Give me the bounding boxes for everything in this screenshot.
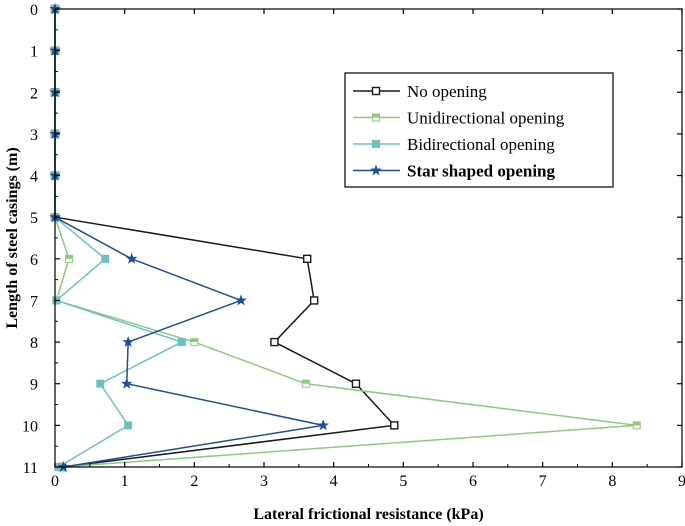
data-point-unidirectional-opening-6-fill bbox=[65, 255, 73, 259]
x-tick-label-1: 1 bbox=[121, 473, 129, 490]
legend-marker-bidirectional-opening bbox=[372, 140, 380, 148]
data-point-unidirectional-opening-8-fill bbox=[190, 338, 198, 343]
y-tick-label-7: 7 bbox=[30, 293, 38, 310]
y-tick-label-8: 8 bbox=[30, 335, 38, 352]
y-tick-label-6: 6 bbox=[30, 252, 38, 269]
y-tick-label-2: 2 bbox=[30, 85, 38, 102]
x-tick-label-6: 6 bbox=[469, 473, 477, 490]
legend-box bbox=[344, 72, 614, 188]
legend-marker-unidirectional-opening-fill bbox=[372, 114, 380, 118]
x-tick-label-4: 4 bbox=[330, 473, 338, 490]
series-line-bidirectional-opening bbox=[54, 9, 183, 468]
data-point-star-shaped-opening-6 bbox=[125, 252, 138, 264]
data-point-no-opening-9 bbox=[351, 379, 361, 388]
data-point-bidirectional-opening-9 bbox=[96, 379, 105, 388]
data-point-unidirectional-opening-6 bbox=[64, 254, 73, 263]
legend-label-bidirectional-opening: Bidirectional opening bbox=[407, 135, 555, 154]
y-tick-label-4: 4 bbox=[30, 169, 38, 186]
data-point-no-opening-7 bbox=[309, 296, 319, 305]
data-point-unidirectional-opening-8 bbox=[190, 338, 199, 347]
series-line-star-shaped-opening bbox=[54, 9, 324, 468]
data-point-bidirectional-opening-6 bbox=[101, 254, 110, 263]
y-tick-label-10: 10 bbox=[22, 418, 38, 435]
x-tick-label-9: 9 bbox=[678, 473, 685, 490]
data-point-unidirectional-opening-9-fill bbox=[302, 380, 310, 384]
series-star-shaped-opening bbox=[49, 2, 330, 472]
legend: No opening Unidirectional opening Bidirect… bbox=[344, 72, 614, 188]
y-tick-label-1: 1 bbox=[30, 44, 38, 61]
data-point-star-shaped-opening-8 bbox=[122, 335, 134, 348]
y-axis-title: Length of steel casings (m) bbox=[4, 147, 21, 328]
y-tick-label-3: 3 bbox=[30, 127, 38, 144]
legend-marker-unidirectional-opening bbox=[372, 113, 380, 122]
legend-label-star-shaped-opening: Star shaped opening bbox=[407, 162, 556, 181]
y-tick-label-11: 11 bbox=[23, 460, 38, 477]
data-point-star-shaped-opening-9 bbox=[120, 377, 133, 389]
series-line-no-opening bbox=[54, 9, 396, 468]
x-tick-label-3: 3 bbox=[260, 473, 268, 490]
data-point-unidirectional-opening-9 bbox=[301, 379, 310, 388]
x-tick-label-2: 2 bbox=[190, 473, 198, 490]
x-tick-label-7: 7 bbox=[539, 473, 547, 490]
data-point-unidirectional-opening-10 bbox=[632, 421, 641, 430]
data-point-star-shaped-opening-7 bbox=[235, 294, 247, 306]
legend-marker-star-shaped-opening bbox=[370, 164, 382, 176]
legend-label-unidirectional-opening: Unidirectional opening bbox=[407, 109, 565, 128]
series-bidirectional-opening bbox=[51, 5, 186, 471]
legend-marker-no-opening bbox=[371, 86, 381, 96]
data-point-no-opening-6 bbox=[302, 254, 312, 264]
legend-label-no-opening: No opening bbox=[407, 82, 487, 101]
axis-ticks: 0 1 2 3 4 5 6 7 8 9 0 1 2 3 4 5 6 7 8 9 10 11 bbox=[22, 2, 685, 490]
x-tick-label-0: 0 bbox=[51, 473, 59, 490]
y-tick-label-9: 9 bbox=[30, 377, 38, 394]
data-point-bidirectional-opening-10 bbox=[124, 421, 133, 430]
y-tick-label-0: 0 bbox=[30, 2, 38, 19]
x-tick-label-5: 5 bbox=[399, 473, 407, 490]
x-axis-title: Lateral frictional resistance (kPa) bbox=[253, 506, 483, 523]
y-tick-label-5: 5 bbox=[30, 210, 38, 227]
data-point-unidirectional-opening-10-fill bbox=[633, 421, 641, 426]
data-point-bidirectional-opening-8 bbox=[177, 338, 186, 347]
data-point-no-opening-8 bbox=[270, 337, 279, 347]
data-point-star-shaped-opening-10 bbox=[317, 419, 330, 431]
x-tick-label-8: 8 bbox=[608, 473, 616, 490]
data-point-no-opening-10 bbox=[390, 421, 399, 430]
